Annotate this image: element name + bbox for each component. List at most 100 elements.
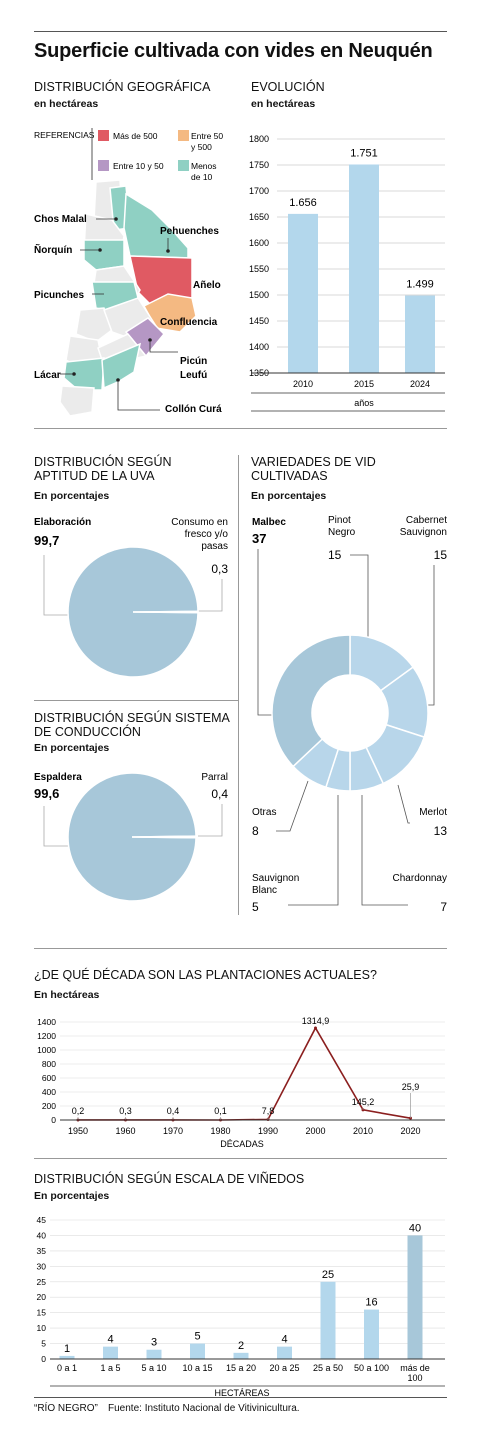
- y-tick-label: 0: [51, 1115, 56, 1125]
- bar: [277, 1346, 292, 1359]
- pie-slice: [131, 835, 197, 839]
- x-tick-label: 15 a 20: [226, 1363, 256, 1373]
- y-tick-label: 40: [37, 1230, 47, 1240]
- x-axis-label: DÉCADAS: [220, 1139, 264, 1149]
- x-axis-label: años: [354, 398, 374, 408]
- x-tick-label: 2000: [305, 1126, 325, 1136]
- y-tick-label: 1650: [249, 212, 269, 222]
- varieties-title: VARIEDADES DE VID CULTIVADAS: [251, 455, 376, 483]
- legend-label: Menos: [191, 161, 217, 171]
- region-collon-cura: [101, 342, 142, 390]
- map-label-norquin: Ñorquín: [34, 243, 72, 256]
- y-tick-label: 400: [42, 1087, 56, 1097]
- region-alumine: [75, 307, 113, 343]
- bar-value-label: 4: [281, 1334, 287, 1346]
- map-dot: [166, 249, 170, 253]
- decades-title: ¿DE QUÉ DÉCADA SON LAS PLANTACIONES ACTU…: [34, 968, 377, 982]
- bar: [405, 295, 435, 373]
- label-sauvignon-line1: Sauvignon: [252, 873, 299, 884]
- bar: [407, 1235, 423, 1359]
- region-pehuenches: [123, 192, 189, 259]
- donut-slice: [271, 634, 351, 768]
- label-sauvignon-line2: Blanc: [252, 885, 277, 896]
- x-tick-label: 1990: [258, 1126, 278, 1136]
- x-axis-label: HECTÁREAS: [214, 1388, 269, 1398]
- bar: [364, 1309, 379, 1359]
- label-parral: Parral: [201, 772, 228, 783]
- legend-label: Entre 50: [191, 131, 223, 141]
- value-malbec: 37: [252, 531, 266, 546]
- y-tick-label: 1400: [249, 342, 269, 352]
- y-tick-label: 20: [37, 1292, 47, 1302]
- value-consumo: 0,3: [211, 562, 228, 576]
- aptitude-title: DISTRIBUCIÓN SEGÚN APTITUD DE LA UVA: [34, 455, 172, 483]
- y-tick-label: 1450: [249, 316, 269, 326]
- legend-swatch-red: [98, 130, 109, 141]
- bar-value-label: 5: [194, 1331, 200, 1343]
- footer-brand: “RÍO NEGRO”: [34, 1403, 98, 1414]
- x-tick-label: 2024: [410, 379, 430, 389]
- evolution-subtitle: en hectáreas: [251, 98, 316, 110]
- value-cabernet: 15: [434, 548, 448, 562]
- x-tick-label: 2010: [353, 1126, 373, 1136]
- y-tick-label: 30: [37, 1261, 47, 1271]
- label-pinot-line1: Pinot: [328, 515, 351, 526]
- y-tick-label: 1750: [249, 160, 269, 170]
- bar: [288, 213, 318, 373]
- bar-value-label: 40: [409, 1222, 421, 1234]
- map-label-picunches: Picunches: [34, 290, 84, 301]
- varieties-subtitle: En porcentajes: [251, 490, 327, 502]
- y-tick-label: 5: [41, 1339, 46, 1349]
- legend-label: Más de 500: [113, 131, 158, 141]
- bar: [103, 1346, 118, 1359]
- x-tick-label: 1970: [163, 1126, 183, 1136]
- value-parral: 0,4: [211, 787, 228, 801]
- label-cabernet-line1: Cabernet: [406, 515, 447, 526]
- bar-value-label: 25: [322, 1269, 334, 1281]
- bar-value-label: 4: [107, 1334, 113, 1346]
- bar-value-label: 2: [238, 1340, 244, 1352]
- footer-source: Fuente: Instituto Nacional de Vitivinicu…: [108, 1403, 300, 1414]
- y-tick-label: 1700: [249, 186, 269, 196]
- data-label: 1314,9: [302, 1016, 330, 1026]
- pie-slice: [132, 610, 199, 614]
- label-cabernet-line2: Sauvignon: [400, 527, 447, 538]
- y-tick-label: 10: [37, 1323, 47, 1333]
- y-tick-label: 45: [37, 1215, 47, 1225]
- data-label: 0,4: [167, 1106, 180, 1116]
- value-merlot: 13: [434, 824, 448, 838]
- legend-title: REFERENCIAS: [34, 130, 95, 140]
- map-label-confluencia: Confluencia: [160, 317, 218, 328]
- map-dot: [116, 378, 120, 382]
- bar-value-label: 1.499: [406, 279, 434, 291]
- y-tick-label: 35: [37, 1246, 47, 1256]
- conduction-title: DISTRIBUCIÓN SEGÚN SISTEMA DE CONDUCCIÓN: [34, 711, 230, 739]
- map-dot: [148, 338, 152, 342]
- label-otras: Otras: [252, 807, 276, 818]
- page-title: Superficie cultivada con vides en Neuqué…: [34, 40, 433, 62]
- scale-title: DISTRIBUCIÓN SEGÚN ESCALA DE VIÑEDOS: [34, 1172, 305, 1186]
- legend-swatch-teal: [178, 160, 189, 171]
- x-tick-label: 2015: [354, 379, 374, 389]
- data-label: 25,9: [402, 1082, 420, 1092]
- legend-label: y 500: [191, 142, 212, 152]
- bar-value-label: 1: [64, 1343, 70, 1355]
- evolution-title: EVOLUCIÓN: [251, 80, 325, 94]
- y-tick-label: 200: [42, 1101, 56, 1111]
- bar: [349, 164, 379, 373]
- divider: [34, 1158, 447, 1159]
- y-tick-label: 25: [37, 1277, 47, 1287]
- label-chardonnay: Chardonnay: [393, 873, 447, 884]
- y-tick-label: 15: [37, 1308, 47, 1318]
- aptitude-pie: Elaboración 99,7 Consumo en fresco y/o p…: [34, 517, 228, 678]
- vertical-divider: [238, 455, 239, 915]
- y-tick-label: 1550: [249, 264, 269, 274]
- aptitude-subtitle: En porcentajes: [34, 490, 110, 502]
- x-tick-label: 50 a 100: [354, 1363, 389, 1373]
- label-elaboracion: Elaboración: [34, 517, 91, 528]
- x-tick-label: 5 a 10: [141, 1363, 166, 1373]
- y-tick-label: 1800: [249, 134, 269, 144]
- label-consumo-line3: pasas: [201, 541, 228, 552]
- varieties-donut: Malbec 37 Pinot Negro 15 Cabernet Sauvig…: [252, 515, 448, 914]
- bar: [190, 1343, 205, 1359]
